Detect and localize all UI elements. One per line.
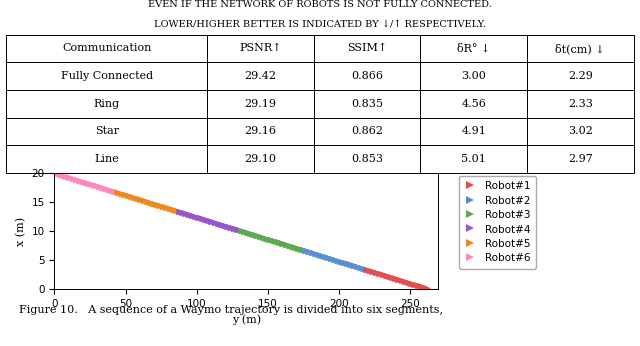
Y-axis label: x (m): x (m) (15, 216, 26, 246)
Text: LOWER/HIGHER BETTER IS INDICATED BY ↓/↑ RESPECTIVELY.: LOWER/HIGHER BETTER IS INDICATED BY ↓/↑ … (154, 19, 486, 28)
Text: EVEN IF THE NETWORK OF ROBOTS IS NOT FULLY CONNECTED.: EVEN IF THE NETWORK OF ROBOTS IS NOT FUL… (148, 0, 492, 9)
Text: Figure 10.   A sequence of a Waymo trajectory is divided into six segments,: Figure 10. A sequence of a Waymo traject… (19, 305, 443, 315)
X-axis label: y (m): y (m) (232, 314, 261, 325)
Legend: Robot#1, Robot#2, Robot#3, Robot#4, Robot#5, Robot#6: Robot#1, Robot#2, Robot#3, Robot#4, Robo… (459, 176, 536, 268)
